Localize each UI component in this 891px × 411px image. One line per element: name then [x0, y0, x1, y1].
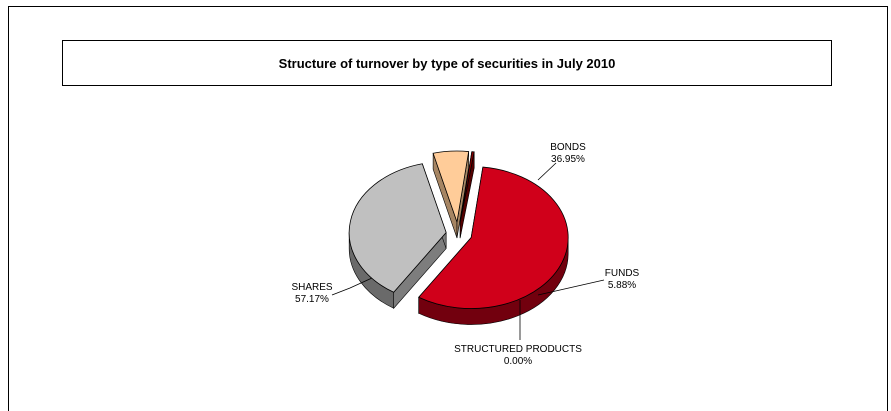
slice-label-bonds: BONDS [550, 142, 586, 153]
leader-shares [331, 277, 373, 296]
pie-slice-shares [418, 166, 569, 309]
pie-tops [348, 150, 569, 309]
pie-slice-structured-products [459, 151, 475, 223]
chart-frame [8, 6, 888, 411]
slice-label-shares: SHARES [291, 282, 332, 293]
slice-value-structured-products: 0.00% [504, 356, 532, 367]
leader-funds [537, 279, 605, 296]
chart-title: Structure of turnover by type of securit… [62, 40, 832, 86]
pie-leaders [331, 162, 605, 340]
slice-value-funds: 5.88% [608, 280, 636, 291]
slice-value-shares: 57.17% [295, 294, 329, 305]
slice-label-funds: FUNDS [605, 268, 640, 279]
slice-label-structured-products: STRUCTURED PRODUCTS [454, 344, 582, 355]
leader-bonds [537, 162, 557, 181]
pie-slice-bonds [348, 163, 447, 293]
pie-slice-funds [432, 150, 470, 223]
slice-value-bonds: 36.95% [551, 154, 585, 165]
